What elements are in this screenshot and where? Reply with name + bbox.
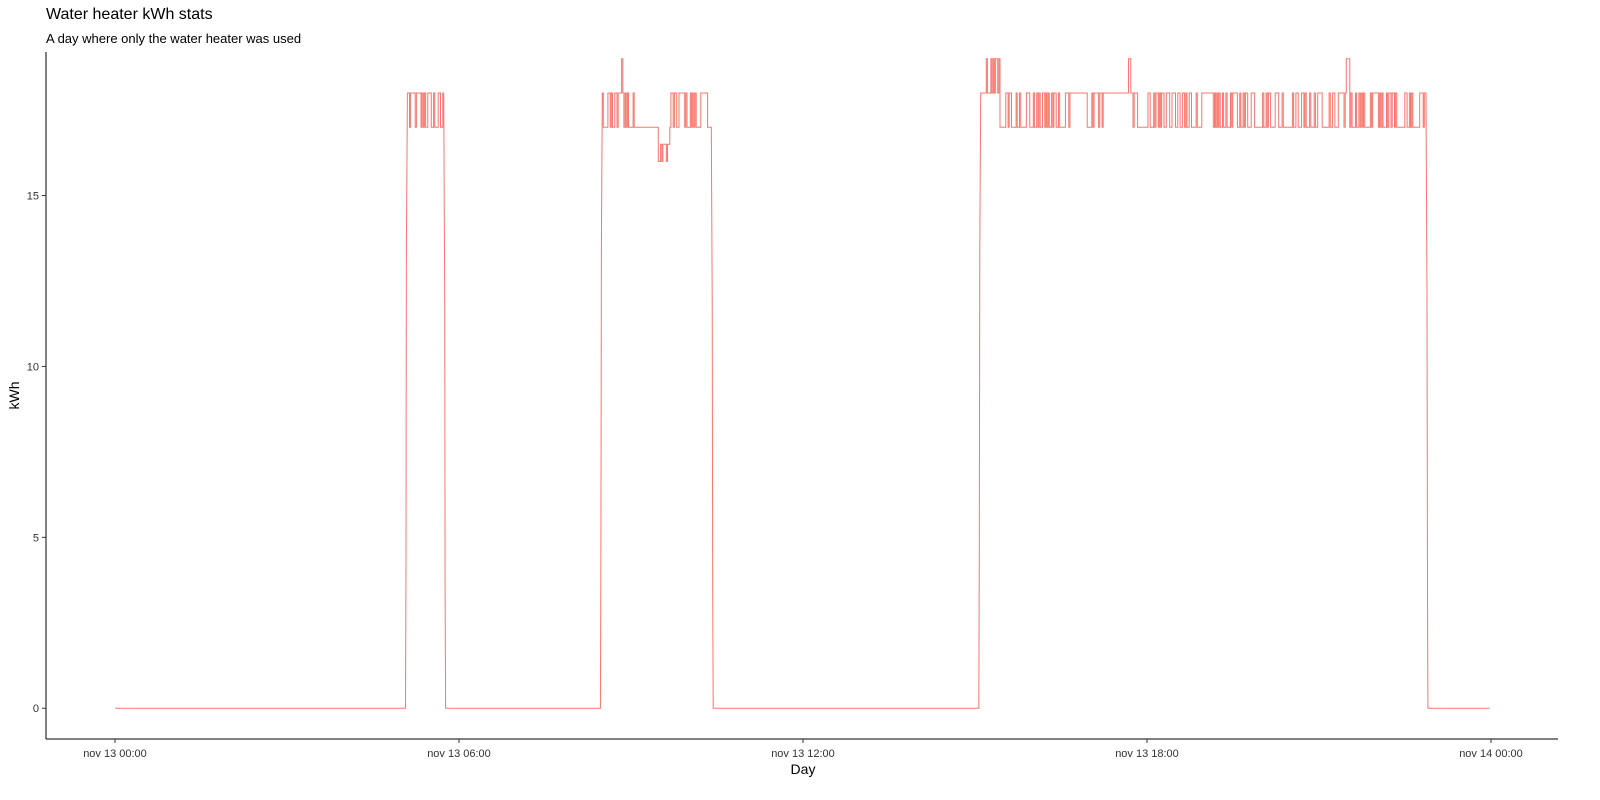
- x-axis-title: Day: [791, 761, 816, 777]
- y-axis-title: kWh: [6, 382, 22, 410]
- axes-group: [45, 52, 1558, 740]
- kwh-series-line: [115, 58, 1490, 709]
- x-tick-label: nov 13 06:00: [427, 748, 491, 760]
- y-ticks: 0 5 10 15: [27, 191, 46, 715]
- y-tick-label: 5: [33, 532, 39, 544]
- chart-title: Water heater kWh stats: [46, 6, 213, 23]
- y-tick-label: 0: [33, 703, 39, 715]
- x-tick-label: nov 13 00:00: [83, 748, 147, 760]
- x-tick-label: nov 13 12:00: [771, 748, 835, 760]
- y-tick-label: 10: [27, 361, 39, 373]
- chart-subtitle: A day where only the water heater was us…: [46, 31, 302, 46]
- y-tick-label: 15: [27, 191, 39, 203]
- x-tick-label: nov 14 00:00: [1459, 748, 1523, 760]
- x-tick-label: nov 13 18:00: [1115, 748, 1179, 760]
- x-ticks: nov 13 00:00 nov 13 06:00 nov 13 12:00 nov …: [83, 739, 1523, 760]
- series-group: [115, 58, 1490, 709]
